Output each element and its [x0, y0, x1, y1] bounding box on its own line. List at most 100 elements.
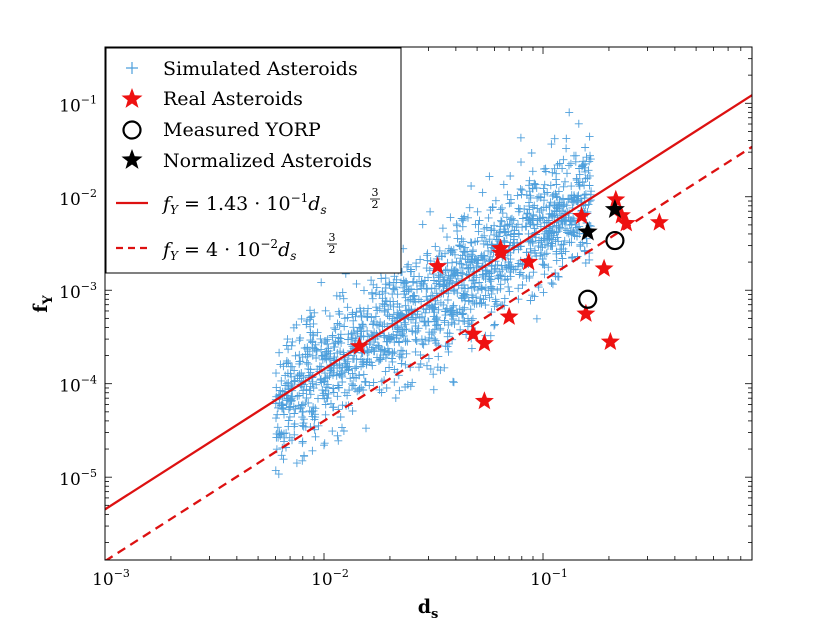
simulated-asteroid-point [298, 413, 307, 422]
simulated-asteroid-point [517, 158, 525, 167]
simulated-asteroid-point [297, 314, 306, 323]
simulated-asteroid-point [544, 213, 553, 222]
legend-eq-solid-f: f [161, 193, 173, 215]
simulated-asteroid-point [328, 333, 337, 342]
simulated-asteroid-point [450, 320, 459, 329]
simulated-asteroid-point [368, 290, 376, 298]
simulated-asteroid-point [449, 286, 458, 295]
real-asteroid-markers-layer [349, 189, 669, 410]
simulated-asteroid-point [363, 346, 372, 355]
legend-eq-solid-den: 2 [372, 198, 379, 211]
simulated-asteroid-point [417, 297, 426, 306]
simulated-asteroid-point [436, 325, 445, 334]
simulated-asteroid-point [282, 429, 291, 438]
simulated-asteroid-point [434, 305, 443, 314]
simulated-asteroid-point [373, 353, 381, 362]
simulated-asteroid-point [288, 337, 297, 346]
simulated-asteroid-point [486, 331, 495, 340]
simulated-asteroid-point [397, 350, 405, 359]
simulated-asteroid-point [382, 384, 391, 392]
simulated-asteroid-point [353, 387, 362, 396]
simulated-asteroid-point [394, 310, 403, 319]
simulated-asteroid-point [568, 253, 577, 262]
simulated-asteroid-point [458, 310, 466, 319]
simulated-asteroid-point [371, 312, 380, 321]
simulated-asteroid-point [316, 334, 325, 343]
simulated-asteroid-point [353, 329, 362, 338]
simulated-asteroid-point [416, 255, 425, 264]
simulated-asteroid-point [344, 335, 353, 344]
simulated-asteroid-point [468, 314, 477, 323]
simulated-asteroid-point [429, 385, 438, 394]
simulated-asteroid-point [329, 364, 338, 372]
simulated-asteroid-point [273, 423, 282, 432]
simulated-asteroid-point [465, 203, 474, 212]
simulated-asteroid-point [357, 355, 365, 364]
simulated-asteroid-point [460, 281, 468, 289]
simulated-asteroid-point [550, 134, 559, 143]
simulated-asteroid-point [529, 268, 538, 277]
simulated-asteroid-point [290, 366, 299, 375]
simulated-asteroid-point [475, 216, 484, 225]
simulated-asteroid-point [586, 155, 595, 164]
simulated-asteroid-point [526, 296, 535, 305]
simulated-asteroid-point [457, 260, 466, 269]
simulated-asteroid-point [400, 318, 409, 327]
simulated-asteroid-point [363, 312, 372, 321]
legend-entry-fit-dashed: fY = 4 · 10−2ds 3 2 [116, 231, 337, 263]
simulated-asteroid-point [443, 233, 451, 242]
simulated-asteroid-point [420, 317, 429, 326]
simulated-asteroid-point [334, 383, 343, 392]
simulated-asteroid-point [367, 276, 376, 285]
simulated-asteroid-point [559, 155, 568, 164]
simulated-asteroid-point [306, 390, 315, 399]
simulated-asteroid-point [275, 348, 284, 357]
simulated-asteroid-point [497, 217, 506, 226]
simulated-asteroid-point [290, 422, 299, 431]
simulated-asteroid-point [364, 347, 373, 356]
simulated-asteroid-point [411, 298, 420, 307]
simulated-asteroid-point [480, 251, 489, 260]
simulated-asteroid-point [325, 312, 334, 321]
simulated-asteroid-point [539, 288, 548, 297]
simulated-asteroid-point [538, 243, 547, 252]
simulated-asteroid-point [566, 159, 575, 168]
simulated-asteroid-point [381, 367, 390, 376]
simulated-asteroid-point [395, 325, 403, 334]
simulated-asteroid-point [555, 200, 564, 209]
simulated-asteroid-point [397, 359, 406, 368]
simulated-asteroid-point [279, 455, 288, 464]
simulated-asteroid-point [341, 359, 350, 368]
measured-yorp-circle [578, 289, 598, 309]
simulated-asteroid-point [408, 378, 417, 387]
simulated-asteroid-point [525, 176, 534, 185]
simulated-asteroid-point [446, 213, 455, 222]
simulated-asteroid-point [562, 134, 571, 143]
simulated-asteroid-point [308, 330, 317, 339]
simulated-asteroid-point [339, 294, 348, 303]
simulated-asteroid-point [485, 172, 494, 181]
simulated-asteroid-point [351, 364, 359, 373]
simulated-asteroid-point [567, 254, 576, 262]
real-asteroid-star [428, 256, 448, 275]
legend-eq-dashed-exp: −2 [260, 237, 278, 251]
real-asteroid-star [576, 303, 596, 322]
simulated-asteroid-point [457, 214, 466, 223]
simulated-asteroid-point [298, 456, 307, 465]
simulated-asteroid-point [528, 203, 537, 212]
simulated-asteroid-point [329, 384, 338, 393]
simulated-asteroid-point [575, 170, 584, 179]
x-tick-label: 10−2 [311, 567, 349, 590]
simulated-asteroid-point [581, 174, 590, 183]
simulated-asteroid-point [333, 319, 342, 328]
simulated-asteroid-point [378, 299, 387, 308]
simulated-asteroid-point [499, 225, 508, 234]
simulated-asteroid-point [523, 209, 532, 218]
legend: Simulated Asteroids Real Asteroids Measu… [105, 47, 402, 274]
simulated-asteroid-point [546, 198, 555, 207]
simulated-asteroid-point [528, 167, 537, 176]
simulated-asteroid-point [452, 220, 461, 229]
simulated-asteroid-point [550, 228, 559, 237]
simulated-asteroid-point [320, 377, 329, 386]
simulated-asteroid-point [555, 159, 564, 168]
